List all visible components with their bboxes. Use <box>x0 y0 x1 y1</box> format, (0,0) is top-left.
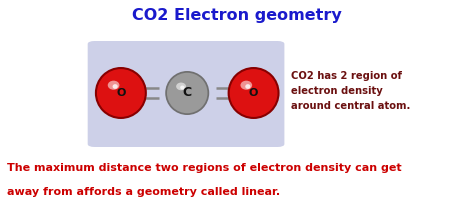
Ellipse shape <box>230 69 277 117</box>
Ellipse shape <box>108 81 119 90</box>
Ellipse shape <box>245 84 250 89</box>
Ellipse shape <box>176 83 186 90</box>
Ellipse shape <box>95 67 147 119</box>
Ellipse shape <box>228 67 280 119</box>
Ellipse shape <box>97 69 145 117</box>
Text: away from affords a geometry called linear.: away from affords a geometry called line… <box>7 187 280 197</box>
Ellipse shape <box>167 73 208 113</box>
Text: The maximum distance two regions of electron density can get: The maximum distance two regions of elec… <box>7 163 402 173</box>
FancyBboxPatch shape <box>88 41 284 147</box>
Ellipse shape <box>112 84 118 89</box>
Text: O: O <box>249 88 258 98</box>
Ellipse shape <box>180 86 184 89</box>
Text: C: C <box>182 86 192 99</box>
Text: O: O <box>116 88 126 98</box>
Ellipse shape <box>165 71 209 115</box>
Text: CO2 Electron geometry: CO2 Electron geometry <box>132 8 342 23</box>
Ellipse shape <box>240 81 252 90</box>
Text: CO2 has 2 region of
electron density
around central atom.: CO2 has 2 region of electron density aro… <box>291 71 410 111</box>
